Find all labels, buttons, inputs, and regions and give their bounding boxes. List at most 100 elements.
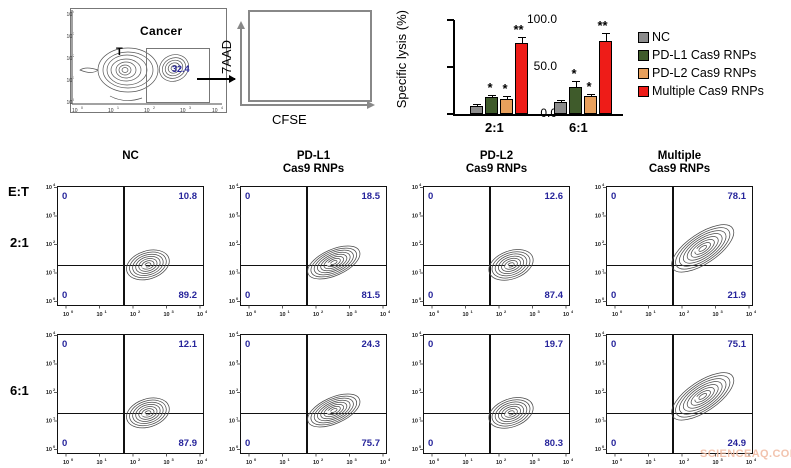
svg-text:10: 10 (46, 390, 52, 396)
quadrant-value-ul: 0 (611, 339, 617, 350)
quadrant-horizontal-divider (241, 264, 386, 267)
legend-swatch-icon (638, 67, 649, 79)
svg-text:3: 3 (189, 106, 191, 110)
quadrant-value-lr: 87.4 (544, 290, 564, 301)
svg-text:10: 10 (46, 362, 52, 368)
cfse-7aad-plot-frame (248, 10, 372, 102)
7aad-axis-label: 7AAD (219, 40, 234, 74)
svg-text:10: 10 (144, 108, 150, 114)
svg-text:10: 10 (46, 299, 52, 305)
svg-text:4: 4 (205, 309, 207, 314)
svg-text:10: 10 (229, 271, 235, 277)
svg-text:10: 10 (679, 460, 685, 466)
quadrant-horizontal-divider (58, 264, 203, 267)
quadrant-value-lr: 89.2 (178, 290, 198, 301)
svg-text:10: 10 (97, 312, 103, 318)
errorbar-stem (521, 37, 523, 43)
svg-text:10: 10 (595, 447, 601, 453)
svg-text:10: 10 (66, 100, 72, 106)
quadrant-value-lr: 75.7 (361, 438, 381, 449)
column-header-line1: Multiple (657, 150, 702, 162)
bar-pd-l2-cas9-rnps-2to1 (500, 98, 513, 114)
quadrant-value-ul: 0 (62, 191, 68, 202)
svg-text:10: 10 (180, 108, 186, 114)
chart-y-tick-2: 100.0 (526, 12, 557, 26)
svg-text:2: 2 (419, 387, 422, 392)
svg-text:4: 4 (571, 457, 573, 462)
svg-text:10: 10 (46, 333, 52, 339)
quadrant-value-ur: 12.6 (544, 191, 564, 202)
legend-label: NC (652, 30, 671, 44)
gating-plot-frame (70, 8, 227, 113)
svg-text:1: 1 (419, 416, 422, 421)
svg-text:3: 3 (721, 457, 724, 462)
legend-item-0: NC (638, 28, 790, 46)
quadrant-horizontal-divider (607, 412, 752, 415)
svg-text:4: 4 (236, 183, 239, 187)
bar-multiple-cas9-rnps-2to1 (515, 42, 528, 114)
specific-lysis-bar-chart: Specific lysis (%) 0.0 50.0 100.0 * * ** * * **… (392, 6, 791, 136)
quadrant-horizontal-divider (241, 412, 386, 415)
svg-text:10: 10 (412, 185, 418, 191)
quadrant-value-ll: 0 (62, 438, 68, 449)
flow-contour-plot (488, 249, 534, 281)
quadrant-value-lr: 81.5 (361, 290, 381, 301)
svg-text:10: 10 (229, 185, 235, 191)
flow-column-header-3: Multiple Cas9 RNPs (606, 150, 753, 176)
svg-text:10: 10 (229, 299, 235, 305)
column-header-line2: Cas9 RNPs (465, 163, 528, 175)
quadrant-value-ul: 0 (245, 339, 251, 350)
quadrant-value-lr: 80.3 (544, 438, 564, 449)
svg-text:10: 10 (347, 460, 353, 466)
svg-text:3: 3 (602, 211, 605, 216)
quadrant-value-ul: 0 (62, 339, 68, 350)
flow-contour-plot (488, 397, 534, 429)
quadrant-value-lr: 21.9 (727, 290, 747, 301)
svg-text:1: 1 (73, 76, 74, 80)
svg-text:4: 4 (236, 331, 239, 335)
svg-text:1: 1 (117, 106, 119, 110)
quadrant-value-ll: 0 (611, 438, 617, 449)
svg-text:10: 10 (713, 312, 719, 318)
bar-pd-l1-cas9-rnps-2to1 (485, 97, 498, 114)
svg-text:10: 10 (463, 460, 469, 466)
svg-text:3: 3 (236, 359, 239, 364)
svg-text:10: 10 (197, 460, 203, 466)
flow-panel-r0-c2: 0 12.6 0 87.4 (423, 186, 570, 306)
quadrant-value-ll: 0 (245, 290, 251, 301)
svg-text:0: 0 (419, 296, 422, 301)
errorbar-stem (575, 80, 577, 87)
legend-label: PD-L1 Cas9 RNPs (652, 48, 757, 62)
svg-text:10: 10 (246, 312, 252, 318)
svg-text:3: 3 (53, 211, 56, 216)
svg-text:0: 0 (254, 309, 257, 314)
svg-text:10: 10 (280, 312, 286, 318)
svg-text:4: 4 (419, 183, 422, 187)
svg-text:10: 10 (496, 312, 502, 318)
svg-text:10: 10 (496, 460, 502, 466)
quadrant-horizontal-divider (58, 412, 203, 415)
quadrant-horizontal-divider (424, 264, 569, 267)
chart-x-axis (453, 114, 623, 116)
svg-text:2: 2 (602, 387, 605, 392)
quadrant-vertical-divider (306, 187, 308, 305)
errorbar-cap (586, 93, 595, 95)
svg-text:3: 3 (236, 211, 239, 216)
column-header-line1: PD-L1 (296, 150, 331, 162)
svg-text:0: 0 (81, 106, 83, 110)
svg-text:10: 10 (412, 242, 418, 248)
svg-text:10: 10 (108, 108, 114, 114)
cancer-gate-label: Cancer (140, 24, 183, 38)
significance-marker: * (487, 80, 493, 96)
svg-text:2: 2 (53, 239, 56, 244)
svg-text:3: 3 (355, 457, 358, 462)
svg-text:0: 0 (602, 444, 605, 449)
svg-text:10: 10 (313, 312, 319, 318)
watermark: SCIENCEAQ.COM (700, 448, 791, 460)
svg-text:10: 10 (380, 312, 386, 318)
svg-text:2: 2 (236, 239, 239, 244)
svg-text:10: 10 (412, 271, 418, 277)
